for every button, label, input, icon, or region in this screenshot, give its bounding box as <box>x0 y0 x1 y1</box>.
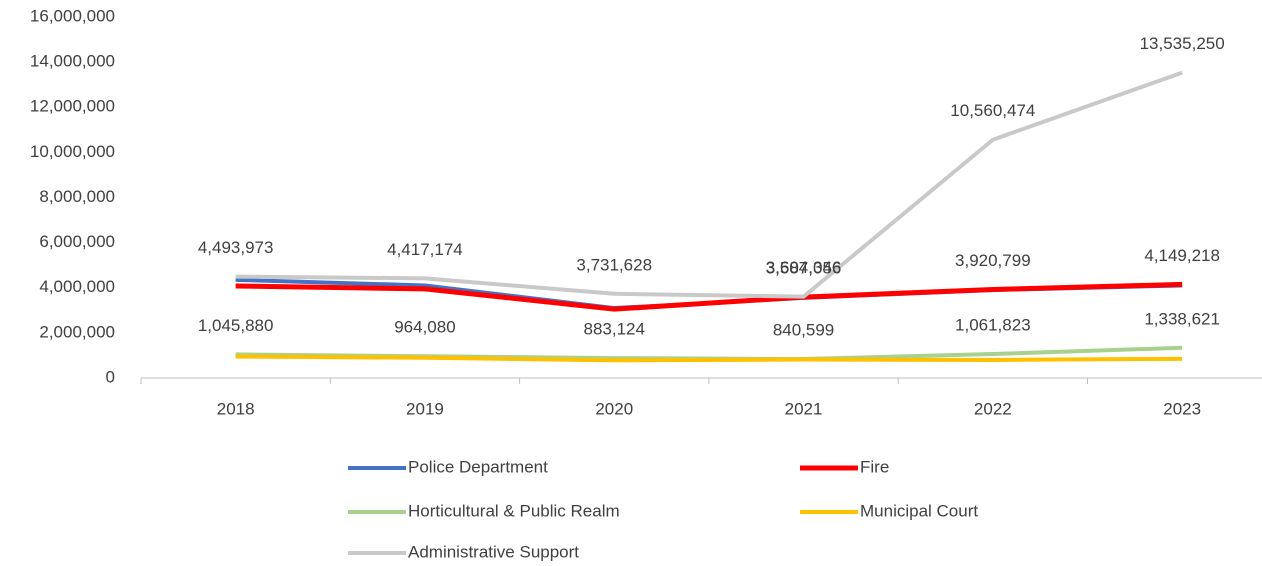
data-label: 1,045,880 <box>198 316 274 335</box>
y-tick-label: 2,000,000 <box>39 322 115 341</box>
series-line <box>235 354 1183 363</box>
y-tick-label: 12,000,000 <box>30 97 115 116</box>
data-label: 10,560,474 <box>950 101 1035 120</box>
legend-label: Fire <box>860 457 889 476</box>
data-label: 4,493,973 <box>198 238 274 257</box>
x-tick-label: 2020 <box>595 399 633 418</box>
y-tick-label: 14,000,000 <box>30 52 115 71</box>
x-tick-label: 2019 <box>406 399 444 418</box>
y-tick-label: 10,000,000 <box>30 142 115 161</box>
data-label: 3,587,056 <box>766 259 842 278</box>
data-label: 964,080 <box>394 318 455 337</box>
data-label: 1,061,823 <box>955 316 1031 335</box>
data-label: 4,417,174 <box>387 240 463 259</box>
series-line <box>235 70 1183 299</box>
x-tick-label: 2021 <box>785 399 823 418</box>
x-tick-label: 2018 <box>217 399 255 418</box>
x-tick-label: 2022 <box>974 399 1012 418</box>
series-line <box>235 281 1183 312</box>
legend-label: Police Department <box>408 457 548 476</box>
data-label: 3,920,799 <box>955 251 1031 270</box>
y-tick-label: 4,000,000 <box>39 277 115 296</box>
y-tick-label: 16,000,000 <box>30 6 115 25</box>
data-label: 3,731,628 <box>576 255 652 274</box>
data-label: 4,149,218 <box>1144 246 1220 265</box>
y-tick-label: 8,000,000 <box>39 187 115 206</box>
legend-label: Administrative Support <box>408 542 579 561</box>
data-label: 1,338,621 <box>1144 309 1220 328</box>
y-tick-label: 0 <box>106 367 115 386</box>
legend-label: Municipal Court <box>860 501 978 520</box>
data-label: 13,535,250 <box>1140 34 1225 53</box>
y-tick-label: 6,000,000 <box>39 232 115 251</box>
data-label: 3,604,346 <box>766 258 842 277</box>
x-tick-label: 2023 <box>1163 399 1201 418</box>
data-label: 840,599 <box>773 321 834 340</box>
legend-label: Horticultural & Public Realm <box>408 501 620 520</box>
data-label: 883,124 <box>584 320 645 339</box>
